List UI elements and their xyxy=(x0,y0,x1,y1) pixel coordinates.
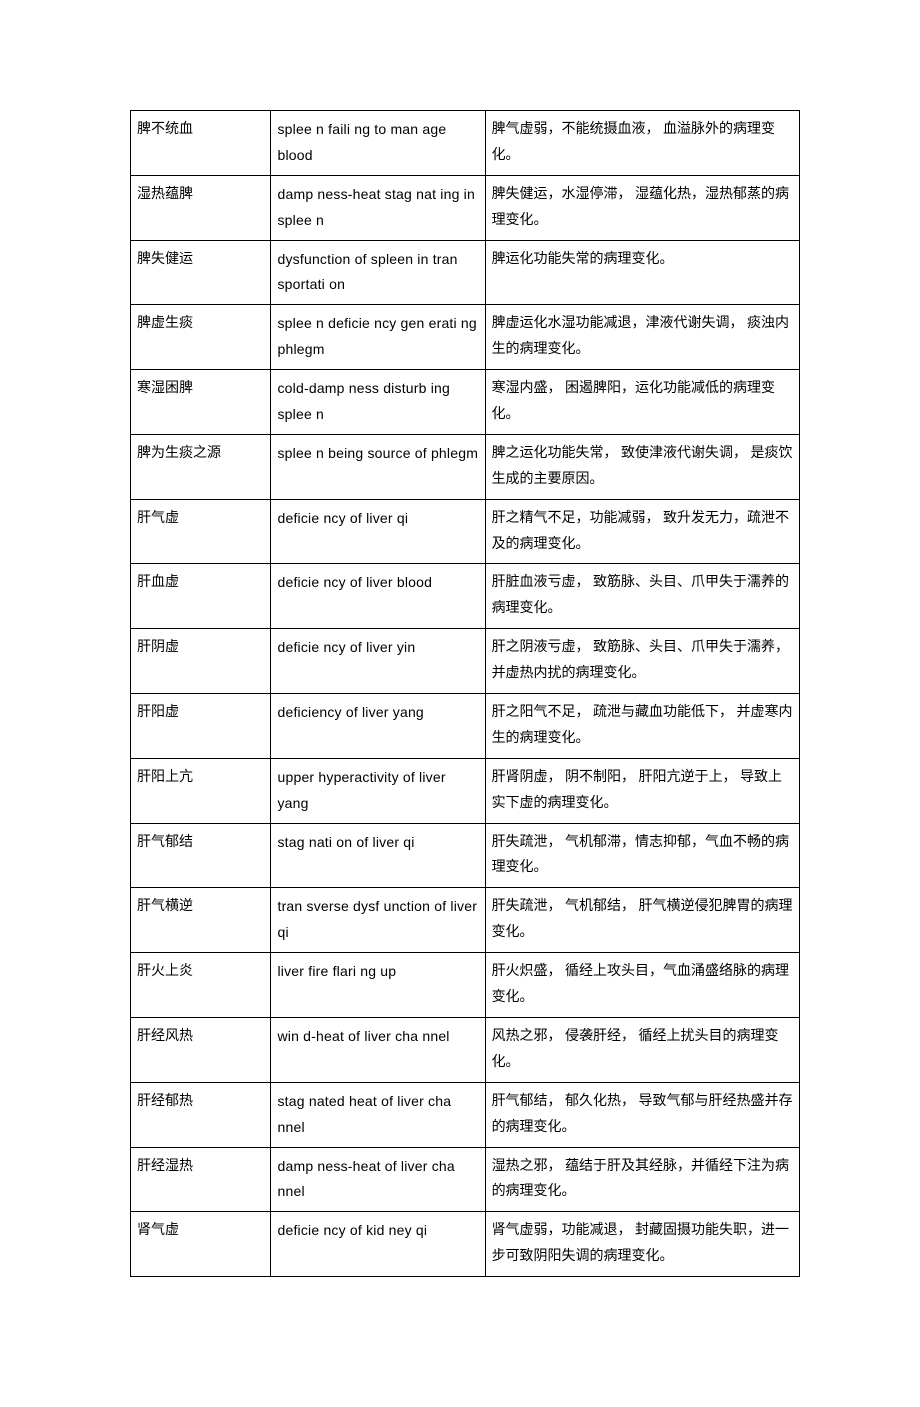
term-english: dysfunction of spleen in tran sportati o… xyxy=(271,240,485,305)
table-row: 脾为生痰之源splee n being source of phlegm脾之运化… xyxy=(131,434,800,499)
term-english: win d-heat of liver cha nnel xyxy=(271,1017,485,1082)
term-chinese: 肝经风热 xyxy=(131,1017,271,1082)
term-chinese: 肝经湿热 xyxy=(131,1147,271,1212)
term-english: stag nated heat of liver cha nnel xyxy=(271,1082,485,1147)
table-row: 肝气横逆tran sverse dysf unction of liver qi… xyxy=(131,888,800,953)
table-row: 肝阴虚deficie ncy of liver yin肝之阴液亏虚， 致筋脉、头… xyxy=(131,629,800,694)
term-definition: 肝之精气不足，功能减弱， 致升发无力，疏泄不及的病理变化。 xyxy=(485,499,799,564)
term-chinese: 肝气横逆 xyxy=(131,888,271,953)
term-english: damp ness-heat of liver cha nnel xyxy=(271,1147,485,1212)
term-english: stag nati on of liver qi xyxy=(271,823,485,888)
table-row: 肝火上炎liver fire flari ng up肝火炽盛， 循经上攻头目，气… xyxy=(131,953,800,1018)
table-row: 脾不统血splee n faili ng to man age blood脾气虚… xyxy=(131,111,800,176)
term-chinese: 肝阳虚 xyxy=(131,694,271,759)
term-chinese: 寒湿困脾 xyxy=(131,370,271,435)
term-definition: 肾气虚弱，功能减退， 封藏固摄功能失职，进一步可致阴阳失调的病理变化。 xyxy=(485,1212,799,1277)
document-page: 脾不统血splee n faili ng to man age blood脾气虚… xyxy=(0,0,920,1407)
term-chinese: 肝经郁热 xyxy=(131,1082,271,1147)
term-chinese: 肝血虚 xyxy=(131,564,271,629)
term-definition: 湿热之邪， 蕴结于肝及其经脉，并循经下注为病的病理变化。 xyxy=(485,1147,799,1212)
term-definition: 肝之阴液亏虚， 致筋脉、头目、爪甲失于濡养，并虚热内扰的病理变化。 xyxy=(485,629,799,694)
term-chinese: 肝阳上亢 xyxy=(131,758,271,823)
term-english: splee n being source of phlegm xyxy=(271,434,485,499)
term-english: liver fire flari ng up xyxy=(271,953,485,1018)
term-definition: 脾气虚弱，不能统摄血液， 血溢脉外的病理变化。 xyxy=(485,111,799,176)
term-definition: 脾失健运，水湿停滞， 湿蕴化热，湿热郁蒸的病理变化。 xyxy=(485,175,799,240)
table-row: 脾失健运dysfunction of spleen in tran sporta… xyxy=(131,240,800,305)
term-definition: 风热之邪， 侵袭肝经， 循经上扰头目的病理变化。 xyxy=(485,1017,799,1082)
term-definition: 肝失疏泄， 气机郁滞，情志抑郁，气血不畅的病理变化。 xyxy=(485,823,799,888)
term-chinese: 肝阴虚 xyxy=(131,629,271,694)
terminology-table: 脾不统血splee n faili ng to man age blood脾气虚… xyxy=(130,110,800,1277)
table-row: 湿热蕴脾damp ness-heat stag nat ing in splee… xyxy=(131,175,800,240)
table-row: 脾虚生痰splee n deficie ncy gen erati ng phl… xyxy=(131,305,800,370)
table-row: 肝经湿热damp ness-heat of liver cha nnel湿热之邪… xyxy=(131,1147,800,1212)
term-chinese: 脾失健运 xyxy=(131,240,271,305)
table-row: 肝血虚deficie ncy of liver blood肝脏血液亏虚， 致筋脉… xyxy=(131,564,800,629)
table-row: 肾气虚deficie ncy of kid ney qi肾气虚弱，功能减退， 封… xyxy=(131,1212,800,1277)
table-row: 肝经郁热stag nated heat of liver cha nnel肝气郁… xyxy=(131,1082,800,1147)
term-definition: 肝肾阴虚， 阴不制阳， 肝阳亢逆于上， 导致上实下虚的病理变化。 xyxy=(485,758,799,823)
term-chinese: 肝火上炎 xyxy=(131,953,271,1018)
term-english: cold-damp ness disturb ing splee n xyxy=(271,370,485,435)
term-definition: 脾运化功能失常的病理变化。 xyxy=(485,240,799,305)
term-chinese: 脾不统血 xyxy=(131,111,271,176)
term-english: upper hyperactivity of liver yang xyxy=(271,758,485,823)
term-english: deficie ncy of kid ney qi xyxy=(271,1212,485,1277)
table-row: 肝阳上亢upper hyperactivity of liver yang肝肾阴… xyxy=(131,758,800,823)
term-english: splee n faili ng to man age blood xyxy=(271,111,485,176)
term-chinese: 肾气虚 xyxy=(131,1212,271,1277)
term-english: deficiency of liver yang xyxy=(271,694,485,759)
term-chinese: 肝气虚 xyxy=(131,499,271,564)
table-row: 寒湿困脾cold-damp ness disturb ing splee n寒湿… xyxy=(131,370,800,435)
table-row: 肝经风热win d-heat of liver cha nnel风热之邪， 侵袭… xyxy=(131,1017,800,1082)
table-row: 肝气郁结stag nati on of liver qi肝失疏泄， 气机郁滞，情… xyxy=(131,823,800,888)
term-definition: 脾之运化功能失常， 致使津液代谢失调， 是痰饮生成的主要原因。 xyxy=(485,434,799,499)
term-chinese: 脾虚生痰 xyxy=(131,305,271,370)
term-definition: 肝脏血液亏虚， 致筋脉、头目、爪甲失于濡养的病理变化。 xyxy=(485,564,799,629)
term-definition: 寒湿内盛， 困遏脾阳，运化功能减低的病理变化。 xyxy=(485,370,799,435)
term-definition: 肝失疏泄， 气机郁结， 肝气横逆侵犯脾胃的病理变化。 xyxy=(485,888,799,953)
term-definition: 肝火炽盛， 循经上攻头目，气血涌盛络脉的病理变化。 xyxy=(485,953,799,1018)
term-english: deficie ncy of liver qi xyxy=(271,499,485,564)
term-english: tran sverse dysf unction of liver qi xyxy=(271,888,485,953)
term-english: deficie ncy of liver yin xyxy=(271,629,485,694)
term-english: splee n deficie ncy gen erati ng phlegm xyxy=(271,305,485,370)
term-chinese: 湿热蕴脾 xyxy=(131,175,271,240)
term-chinese: 脾为生痰之源 xyxy=(131,434,271,499)
table-row: 肝阳虚deficiency of liver yang肝之阳气不足， 疏泄与藏血… xyxy=(131,694,800,759)
term-english: damp ness-heat stag nat ing in splee n xyxy=(271,175,485,240)
term-english: deficie ncy of liver blood xyxy=(271,564,485,629)
term-definition: 脾虚运化水湿功能减退，津液代谢失调， 痰浊内生的病理变化。 xyxy=(485,305,799,370)
term-definition: 肝之阳气不足， 疏泄与藏血功能低下， 并虚寒内生的病理变化。 xyxy=(485,694,799,759)
table-row: 肝气虚deficie ncy of liver qi肝之精气不足，功能减弱， 致… xyxy=(131,499,800,564)
term-definition: 肝气郁结， 郁久化热， 导致气郁与肝经热盛并存的病理变化。 xyxy=(485,1082,799,1147)
term-chinese: 肝气郁结 xyxy=(131,823,271,888)
